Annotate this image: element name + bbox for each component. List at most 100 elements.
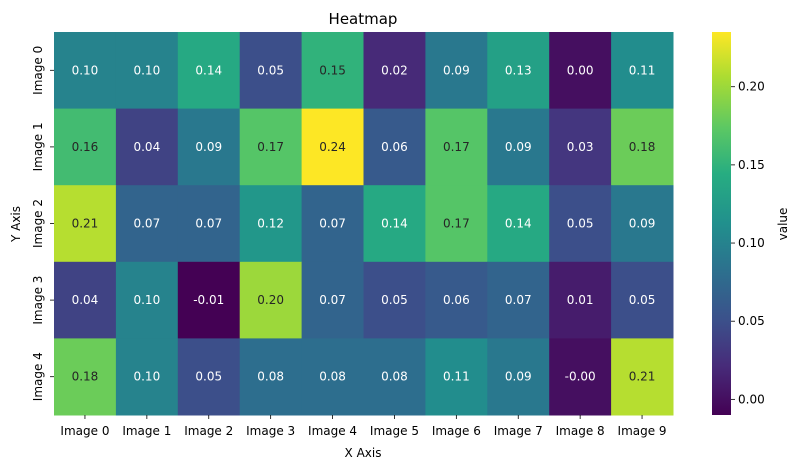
x-tick-label: Image 0	[60, 424, 109, 438]
heatmap-cell	[115, 32, 179, 110]
cell-value-label: 0.17	[257, 140, 284, 154]
x-tick-label: Image 3	[246, 424, 295, 438]
cell-value-label: 0.02	[381, 63, 408, 77]
x-axis-label: X Axis	[345, 446, 382, 460]
heatmap-cell	[549, 338, 612, 416]
cell-value-label: 0.06	[443, 293, 470, 307]
colorbar-ticks: 0.00 0.05 0.10 0.15 0.20	[731, 80, 765, 406]
heatmap-cell	[301, 261, 364, 339]
heatmap-cell	[363, 261, 426, 339]
cell-value-label: 0.10	[133, 370, 160, 384]
heatmap-cell	[301, 338, 364, 416]
colorbar	[712, 32, 731, 415]
heatmap-cell	[487, 338, 550, 416]
heatmap-cell	[487, 108, 550, 186]
colorbar-tick-label: 0.05	[738, 314, 765, 328]
y-tick-label: Image 3	[31, 276, 45, 325]
heatmap-cell	[177, 108, 241, 186]
cell-value-label: 0.07	[319, 293, 346, 307]
cell-value-label: 0.10	[133, 293, 160, 307]
heatmap-cell	[425, 338, 488, 416]
cell-value-label: 0.24	[319, 140, 346, 154]
x-tick-label: Image 1	[122, 424, 171, 438]
cell-value-label: 0.00	[567, 63, 594, 77]
x-axis-ticks: Image 0 Image 1 Image 2 Image 3 Image 4 Image…	[60, 415, 667, 438]
heatmap-cell	[549, 108, 612, 186]
cell-value-label: 0.08	[319, 370, 346, 384]
cell-value-label: 0.05	[629, 293, 656, 307]
heatmap-cell	[425, 261, 488, 339]
heatmap-cell	[611, 108, 674, 186]
cell-value-label: 0.05	[195, 370, 222, 384]
heatmap-cell	[239, 338, 303, 416]
heatmap-cell	[611, 185, 674, 263]
cell-value-label: 0.17	[443, 217, 470, 231]
x-tick-label: Image 6	[432, 424, 481, 438]
cell-value-label: 0.04	[72, 293, 99, 307]
heatmap-cell	[54, 108, 117, 186]
y-tick-label: Image 2	[31, 199, 45, 248]
cell-value-label: 0.10	[72, 63, 99, 77]
y-axis-label: Y Axis	[9, 206, 23, 243]
cell-value-label: 0.11	[443, 370, 470, 384]
cell-value-label: 0.06	[381, 140, 408, 154]
cell-value-label: 0.10	[133, 63, 160, 77]
cell-value-label: 0.09	[505, 140, 532, 154]
cell-value-label: 0.03	[567, 140, 594, 154]
heatmap-cell	[54, 261, 117, 339]
heatmap-cell	[425, 108, 488, 186]
cell-value-label: 0.18	[629, 140, 656, 154]
colorbar-tick-label: 0.10	[738, 236, 765, 250]
cell-value-label: 0.07	[319, 217, 346, 231]
heatmap-cell	[115, 185, 179, 263]
cell-value-label: 0.17	[443, 140, 470, 154]
heatmap-cell	[487, 32, 550, 110]
heatmap-cell	[301, 32, 364, 110]
cell-value-label: 0.14	[381, 217, 408, 231]
cell-value-label: 0.12	[257, 217, 284, 231]
heatmap-cell	[363, 338, 426, 416]
x-tick-label: Image 7	[494, 424, 543, 438]
y-tick-label: Image 1	[31, 122, 45, 171]
cell-value-label: 0.07	[505, 293, 532, 307]
heatmap-cell	[549, 261, 612, 339]
heatmap-cell	[239, 32, 303, 110]
heatmap-cell	[54, 185, 117, 263]
heatmap-cell	[239, 261, 303, 339]
cell-value-label: 0.07	[195, 217, 222, 231]
cell-value-label: 0.09	[505, 370, 532, 384]
heatmap-cell	[115, 108, 179, 186]
heatmap-cell	[239, 185, 303, 263]
heatmap-cell	[54, 32, 117, 110]
cell-value-label: 0.05	[257, 63, 284, 77]
heatmap-cell	[177, 185, 241, 263]
cell-value-label: 0.01	[567, 293, 594, 307]
cell-value-label: 0.18	[72, 370, 99, 384]
x-tick-label: Image 8	[556, 424, 605, 438]
heatmap-cell	[611, 338, 674, 416]
heatmap-cell	[239, 108, 303, 186]
x-tick-label: Image 5	[370, 424, 419, 438]
cell-value-label: 0.09	[629, 217, 656, 231]
heatmap-cell	[487, 261, 550, 339]
cell-value-label: 0.14	[505, 217, 532, 231]
x-tick-label: Image 4	[308, 424, 357, 438]
heatmap-cell	[425, 32, 488, 110]
chart-title: Heatmap	[329, 10, 398, 28]
cell-value-label: 0.05	[567, 217, 594, 231]
cell-value-label: 0.21	[72, 217, 99, 231]
cell-value-label: 0.08	[257, 370, 284, 384]
cell-value-label: 0.05	[381, 293, 408, 307]
cell-value-label: 0.15	[319, 63, 346, 77]
cell-value-label: 0.09	[195, 140, 222, 154]
heatmap-cell	[363, 108, 426, 186]
heatmap-cell	[487, 185, 550, 263]
heatmap-cell	[611, 261, 674, 339]
heatmap-cell	[301, 108, 364, 186]
cell-value-label: 0.13	[505, 63, 532, 77]
cell-value-label: 0.08	[381, 370, 408, 384]
heatmap-cell	[177, 338, 241, 416]
heatmap-cell	[177, 32, 241, 110]
cell-value-label: -0.00	[565, 370, 596, 384]
